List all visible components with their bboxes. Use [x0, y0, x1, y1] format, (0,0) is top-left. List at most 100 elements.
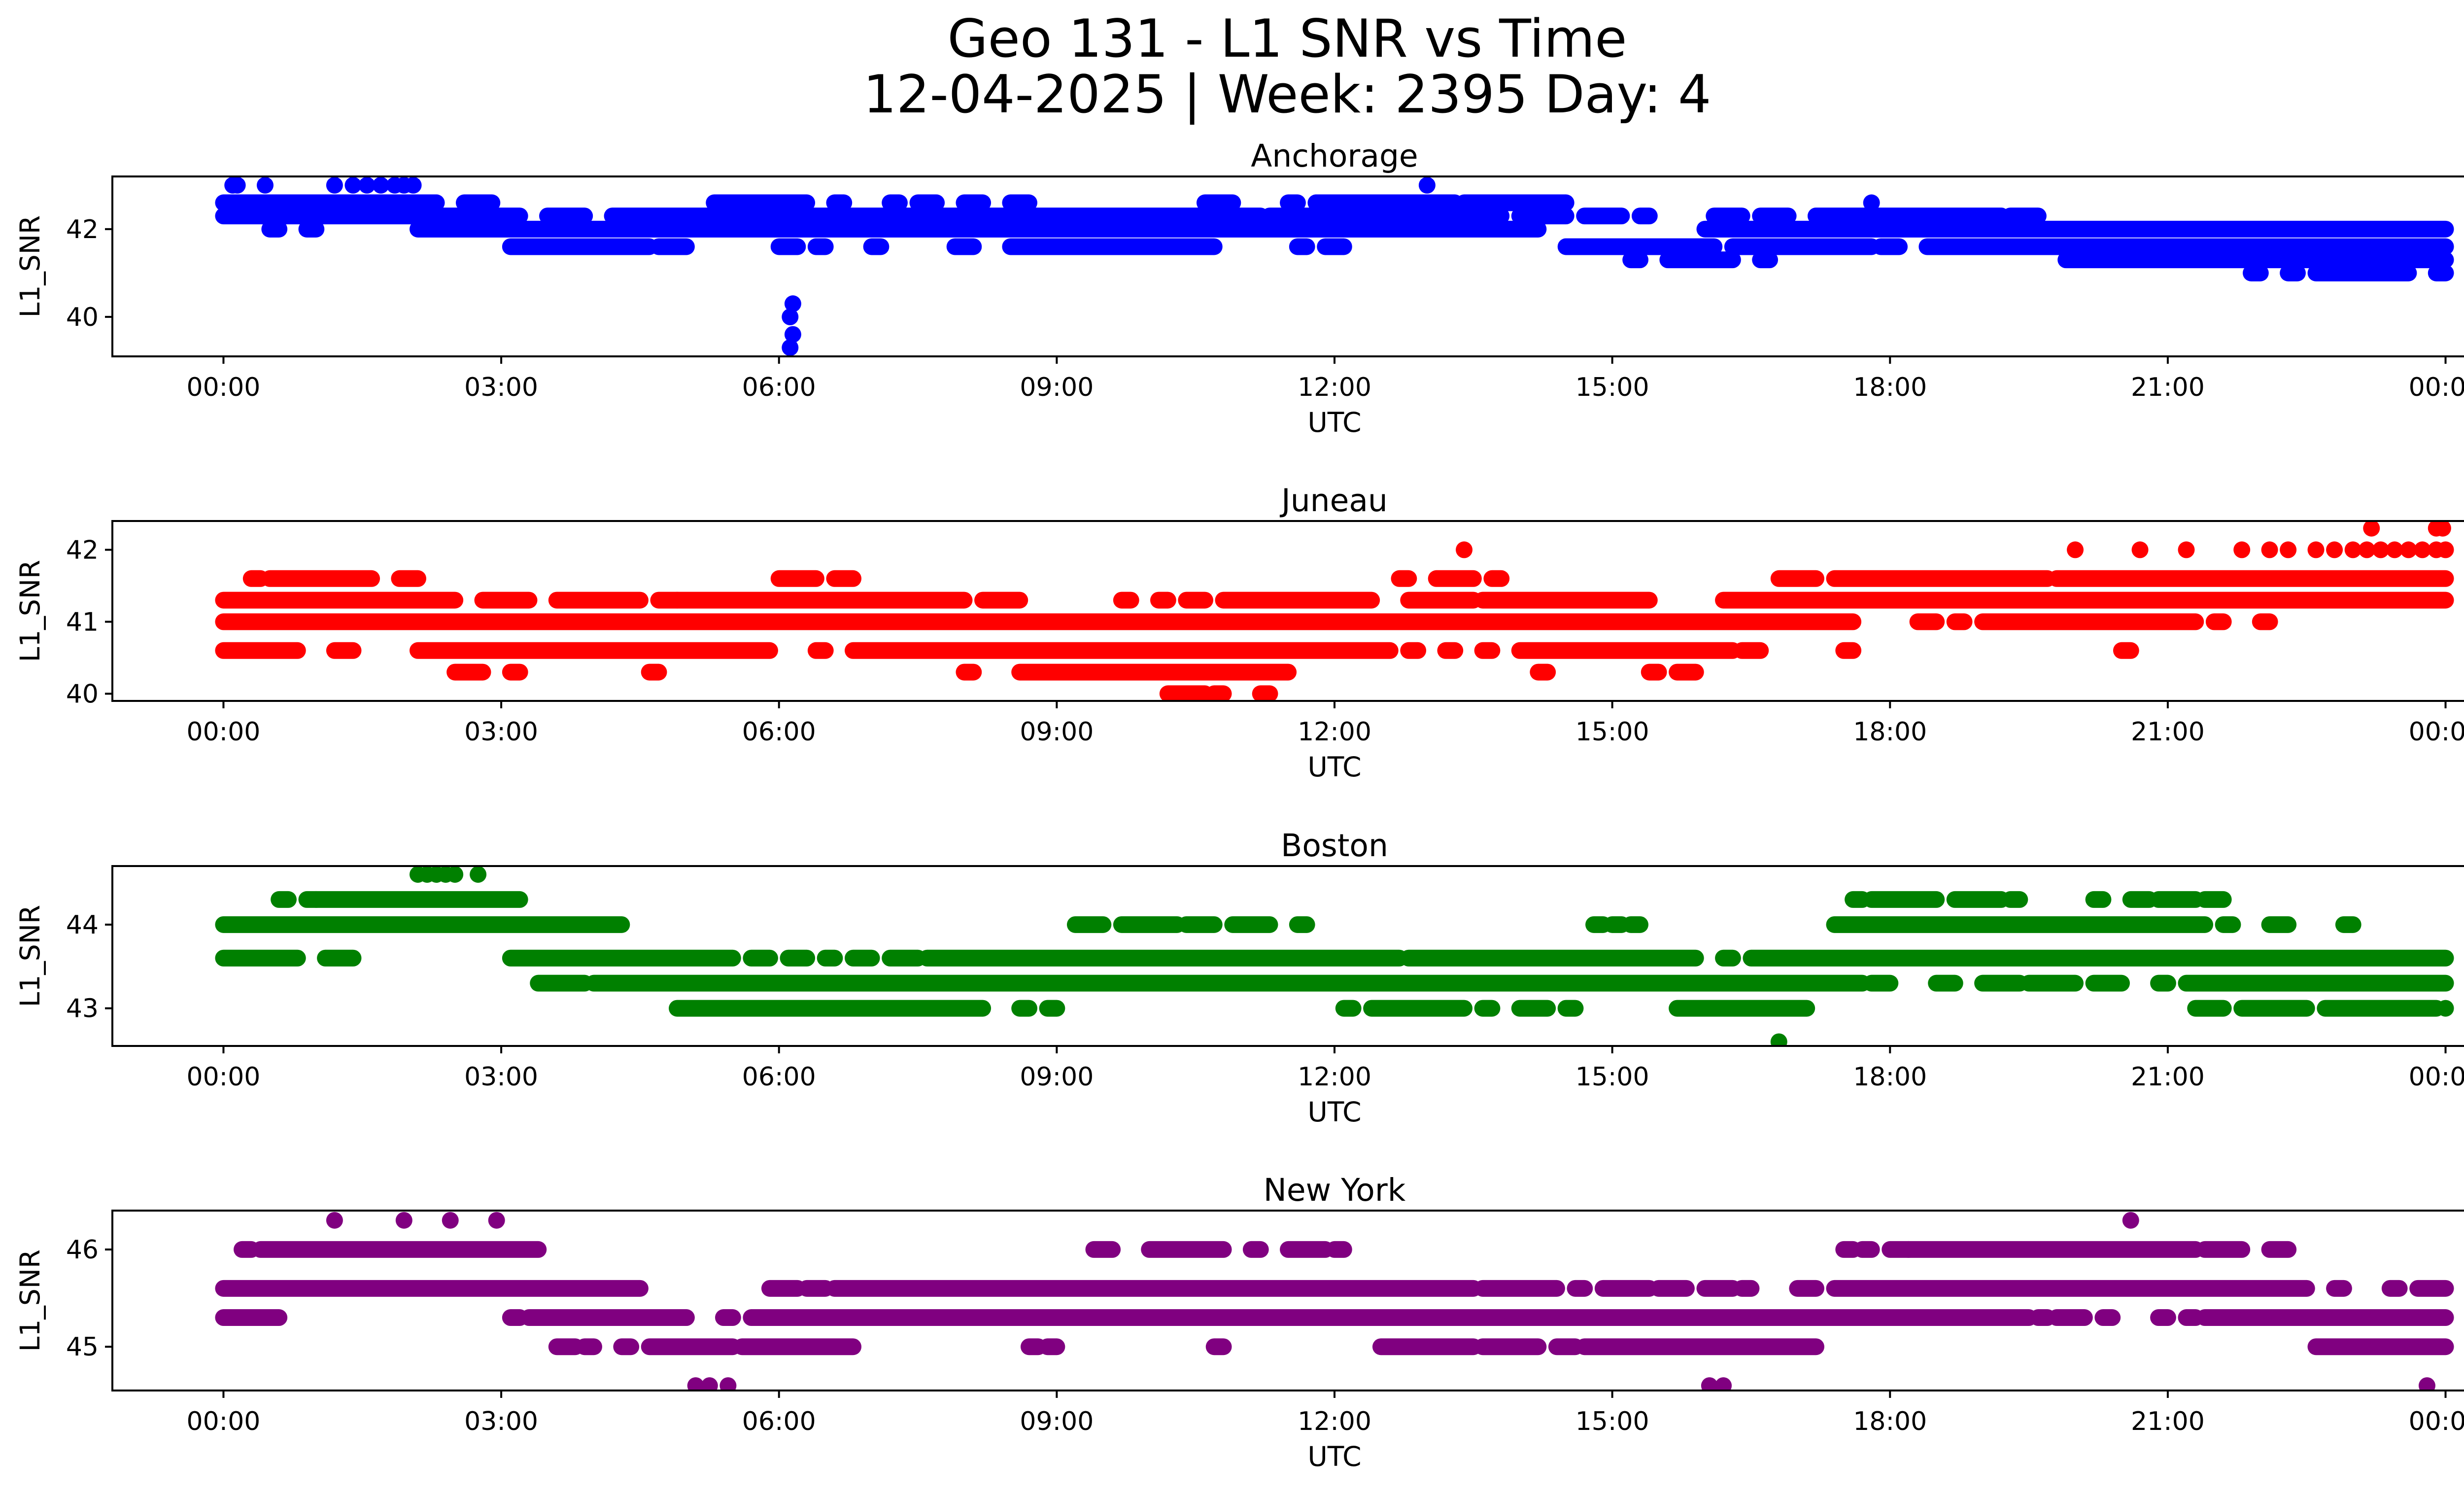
x-tick-label: 06:00: [742, 373, 816, 402]
data-point: [1456, 541, 1473, 558]
data-band: [1752, 251, 1779, 269]
data-band: [2243, 264, 2269, 281]
data-band: [1659, 251, 1741, 269]
data-band: [1715, 949, 1741, 967]
panels: Anchorage 00:00 03:00 06:00 09:00 12:00 15:00 1…: [14, 138, 2464, 1472]
x-tick-label: 06:00: [742, 1062, 816, 1092]
data-band: [1150, 591, 1176, 609]
data-band: [1715, 591, 2454, 609]
data-band: [215, 1309, 288, 1326]
data-band: [576, 1338, 602, 1356]
data-point: [2434, 521, 2451, 537]
x-tick-label: 21:00: [2131, 373, 2205, 402]
data-band: [1242, 1241, 1269, 1258]
data-point: [257, 176, 274, 194]
data-band: [1872, 238, 1908, 255]
data-band: [1113, 916, 1186, 933]
data-band: [1363, 1000, 1473, 1017]
x-tick-label: 18:00: [1853, 717, 1927, 747]
data-band: [1632, 208, 1658, 225]
data-band: [215, 194, 445, 211]
data-band: [1706, 208, 1750, 225]
data-band: [1326, 1241, 1352, 1258]
data-band: [1863, 891, 1945, 908]
data-point: [2418, 1377, 2435, 1391]
data-band: [215, 949, 306, 967]
x-tick-label: 09:00: [1020, 717, 1094, 747]
panel-new-york: New York 00:00 03:00 06:00 09:00 12:00 15:00 18…: [14, 1172, 2464, 1472]
data-band: [2196, 1309, 2454, 1326]
x-tick-label: 12:00: [1298, 1062, 1371, 1092]
data-band: [956, 663, 982, 681]
data-band: [807, 642, 834, 659]
data-band: [845, 642, 1399, 659]
data-band: [2113, 642, 2139, 659]
data-band: [1594, 1280, 1658, 1297]
data-band: [641, 663, 667, 681]
data-band: [1928, 974, 1963, 992]
data-band: [761, 1280, 806, 1297]
data-band: [613, 1338, 640, 1356]
data-band: [2048, 570, 2454, 587]
panel-title: Juneau: [1279, 483, 1388, 519]
data-point: [784, 295, 801, 313]
data-band: [2437, 1000, 2454, 1017]
data-band: [2150, 891, 2204, 908]
data-point: [2307, 541, 2325, 558]
data-band: [1557, 238, 1723, 255]
data-band: [2215, 916, 2241, 933]
data-point: [470, 866, 487, 883]
data-band: [1215, 591, 1380, 609]
data-band: [1159, 685, 1213, 701]
y-tick-label: 45: [66, 1332, 99, 1362]
data-point: [719, 1377, 737, 1391]
data-band: [1400, 591, 1482, 609]
data-point: [405, 176, 422, 194]
data-point: [326, 1212, 343, 1229]
data-band: [455, 194, 501, 211]
data-band: [1205, 685, 1232, 701]
data-band: [2178, 974, 2454, 992]
y-tick-label: 40: [66, 303, 99, 332]
data-point: [358, 176, 376, 194]
data-band: [2048, 1309, 2093, 1326]
data-band: [1039, 1338, 1065, 1356]
data-point: [784, 326, 801, 343]
data-band: [215, 1280, 649, 1297]
data-band: [1511, 642, 1741, 659]
x-tick-label: 21:00: [2131, 717, 2205, 747]
data-band: [1039, 1000, 1065, 1017]
data-band: [548, 591, 649, 609]
data-band: [770, 570, 824, 587]
data-band: [391, 570, 426, 587]
data-band: [2029, 1309, 2056, 1326]
data-band: [2307, 1338, 2454, 1356]
data-band: [2261, 916, 2297, 933]
data-point: [1418, 176, 1436, 194]
y-tick-label: 41: [66, 607, 99, 637]
x-axis-label: UTC: [1307, 407, 1361, 438]
data-band: [1437, 642, 1464, 659]
x-tick-label: 00:00: [187, 373, 261, 402]
data-point: [2178, 541, 2195, 558]
y-axis-label: L1_SNR: [14, 905, 46, 1007]
data-band: [956, 194, 992, 211]
x-tick-label: 18:00: [1853, 1407, 1927, 1436]
data-band: [1733, 1280, 1760, 1297]
data-band: [1650, 1280, 1695, 1297]
data-band: [1252, 685, 1278, 701]
data-band: [2280, 264, 2306, 281]
data-band: [1752, 208, 1797, 225]
data-band: [215, 642, 306, 659]
data-band: [2317, 1000, 2445, 1017]
data-point: [2131, 541, 2149, 558]
data-point: [2233, 541, 2251, 558]
data-band: [1622, 251, 1648, 269]
data-point: [782, 339, 799, 356]
x-tick-label: 12:00: [1298, 717, 1371, 747]
data-band: [1224, 916, 1278, 933]
panel-anchorage: Anchorage 00:00 03:00 06:00 09:00 12:00 15:00 1…: [14, 138, 2464, 438]
x-tick-label: 00:00: [2409, 1407, 2464, 1436]
data-point: [2363, 521, 2380, 537]
